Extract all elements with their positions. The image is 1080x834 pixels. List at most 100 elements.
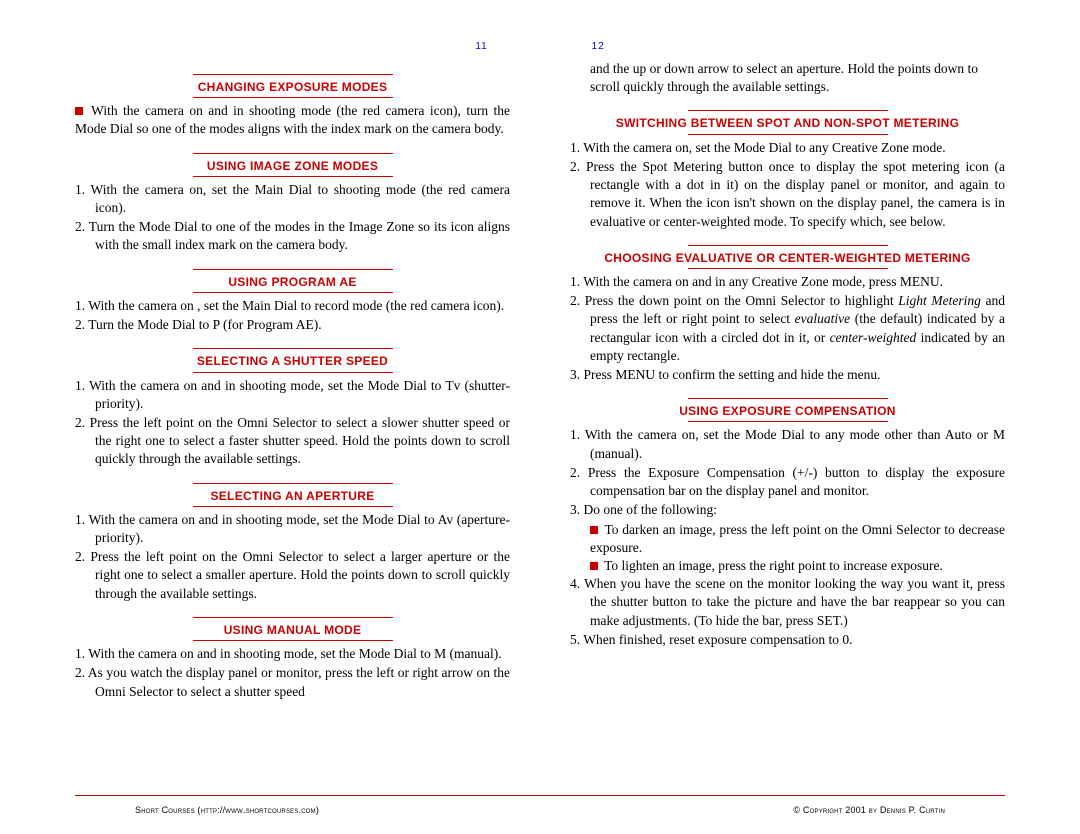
list-item: 2. Turn the Mode Dial to P (for Program … bbox=[75, 316, 510, 334]
list-item: 2. Press the left point on the Omni Sele… bbox=[75, 548, 510, 603]
section-heading: USING IMAGE ZONE MODES bbox=[75, 158, 510, 176]
sub-bullet: To darken an image, press the left point… bbox=[570, 521, 1005, 557]
list-item: 3. Press MENU to confirm the setting and… bbox=[570, 366, 1005, 384]
section-body: With the camera on and in shooting mode … bbox=[75, 102, 510, 138]
footer: Short Courses (http://www.shortcourses.c… bbox=[75, 795, 1005, 834]
list-number: 5. bbox=[570, 632, 583, 647]
list-number: 2. bbox=[570, 293, 585, 308]
list-item: 1. With the camera on, set the Main Dial… bbox=[75, 181, 510, 217]
red-bullet-icon bbox=[590, 562, 598, 570]
section: USING IMAGE ZONE MODES 1. With the camera… bbox=[75, 153, 510, 255]
list-item: 1. With the camera on and in shooting mo… bbox=[75, 511, 510, 547]
list-number: 1. bbox=[75, 646, 88, 661]
heading-rule-bottom bbox=[75, 640, 510, 641]
list-number: 2. bbox=[570, 159, 586, 174]
footer-rule bbox=[75, 795, 1005, 796]
list-item: 1. With the camera on, set the Mode Dial… bbox=[570, 426, 1005, 462]
heading-rule-bottom bbox=[75, 176, 510, 177]
section-body: 1. With the camera on and in shooting mo… bbox=[75, 511, 510, 603]
section: USING PROGRAM AE 1. With the camera on , … bbox=[75, 269, 510, 335]
section-body: 1. With the camera on and in any Creativ… bbox=[570, 273, 1005, 384]
list-number: 3. bbox=[570, 367, 584, 382]
section-heading: USING MANUAL MODE bbox=[75, 622, 510, 640]
list-item: 2. Press the Exposure Compensation (+/-)… bbox=[570, 464, 1005, 500]
list-number: 1. bbox=[570, 140, 583, 155]
list-item: 1. With the camera on and in any Creativ… bbox=[570, 273, 1005, 291]
page-numbers: 11 12 bbox=[75, 40, 1005, 54]
footer-left: Short Courses (http://www.shortcourses.c… bbox=[135, 804, 319, 816]
heading-rule-bottom bbox=[75, 97, 510, 98]
heading-rule-bottom bbox=[75, 506, 510, 507]
page-number-right: 12 bbox=[592, 40, 605, 54]
list-number: 1. bbox=[570, 274, 583, 289]
list-item: 2. Press the left point on the Omni Sele… bbox=[75, 414, 510, 469]
heading-rule-top bbox=[570, 110, 1005, 111]
red-bullet-icon bbox=[590, 526, 598, 534]
list-item: 2. Press the down point on the Omni Sele… bbox=[570, 292, 1005, 365]
sub-bullet: To lighten an image, press the right poi… bbox=[570, 557, 1005, 575]
list-number: 4. bbox=[570, 576, 584, 591]
list-item: 1. With the camera on , set the Main Dia… bbox=[75, 297, 510, 315]
section-heading: CHOOSING EVALUATIVE OR CENTER-WEIGHTED M… bbox=[570, 250, 1005, 268]
list-number: 3. bbox=[570, 502, 584, 517]
two-column-layout: 11 12 CHANGING EXPOSURE MODES With the c… bbox=[75, 42, 1005, 787]
heading-rule-top bbox=[75, 269, 510, 270]
list-item: 3. Do one of the following: bbox=[570, 501, 1005, 519]
section: SWITCHING BETWEEN SPOT AND NON-SPOT METE… bbox=[570, 110, 1005, 230]
section: CHOOSING EVALUATIVE OR CENTER-WEIGHTED M… bbox=[570, 245, 1005, 385]
heading-rule-top bbox=[75, 617, 510, 618]
section-heading: USING PROGRAM AE bbox=[75, 274, 510, 292]
list-number: 2. bbox=[75, 415, 90, 430]
list-item: 4. When you have the scene on the monito… bbox=[570, 575, 1005, 630]
section-body: 1. With the camera on , set the Main Dia… bbox=[75, 297, 510, 334]
section-body: 1. With the camera on and in shooting mo… bbox=[75, 377, 510, 469]
section-heading: SELECTING A SHUTTER SPEED bbox=[75, 353, 510, 371]
list-item: 2. Press the Spot Metering button once t… bbox=[570, 158, 1005, 231]
section-heading: USING EXPOSURE COMPENSATION bbox=[570, 403, 1005, 421]
red-bullet-icon bbox=[75, 107, 83, 115]
left-column: CHANGING EXPOSURE MODES With the camera … bbox=[75, 42, 510, 787]
section: USING EXPOSURE COMPENSATION 1. With the c… bbox=[570, 398, 1005, 649]
section: CHANGING EXPOSURE MODES With the camera … bbox=[75, 74, 510, 139]
section-heading: CHANGING EXPOSURE MODES bbox=[75, 79, 510, 97]
section-heading: SWITCHING BETWEEN SPOT AND NON-SPOT METE… bbox=[570, 115, 1005, 133]
list-item: 1. With the camera on, set the Mode Dial… bbox=[570, 139, 1005, 157]
heading-rule-bottom bbox=[75, 292, 510, 293]
heading-rule-top bbox=[75, 74, 510, 75]
list-number: 2. bbox=[75, 665, 88, 680]
heading-rule-bottom bbox=[75, 372, 510, 373]
list-number: 2. bbox=[75, 549, 90, 564]
list-item: 5. When finished, reset exposure compens… bbox=[570, 631, 1005, 649]
section-heading: SELECTING AN APERTURE bbox=[75, 488, 510, 506]
list-number: 2. bbox=[570, 465, 588, 480]
heading-rule-top bbox=[570, 245, 1005, 246]
section-body: 1. With the camera on and in shooting mo… bbox=[75, 645, 510, 701]
heading-rule-top bbox=[75, 483, 510, 484]
heading-rule-top bbox=[75, 348, 510, 349]
section: SELECTING A SHUTTER SPEED 1. With the cam… bbox=[75, 348, 510, 468]
page-number-left: 11 bbox=[475, 40, 487, 54]
list-item: 2. Turn the Mode Dial to one of the mode… bbox=[75, 218, 510, 254]
list-item: 1. With the camera on and in shooting mo… bbox=[75, 645, 510, 663]
heading-rule-top bbox=[75, 153, 510, 154]
heading-rule-bottom bbox=[570, 421, 1005, 422]
list-number: 1. bbox=[75, 298, 88, 313]
list-number: 2. bbox=[75, 317, 88, 332]
section-body: 1. With the camera on, set the Main Dial… bbox=[75, 181, 510, 255]
list-item: 2. As you watch the display panel or mon… bbox=[75, 664, 510, 700]
footer-right: © Copyright 2001 by Dennis P. Curtin bbox=[793, 804, 945, 816]
section: SELECTING AN APERTURE 1. With the camera … bbox=[75, 483, 510, 603]
section-body: 1. With the camera on, set the Mode Dial… bbox=[570, 426, 1005, 649]
right-column: and the up or down arrow to select an ap… bbox=[570, 42, 1005, 787]
paragraph: With the camera on and in shooting mode … bbox=[75, 102, 510, 138]
continuation-text: and the up or down arrow to select an ap… bbox=[570, 60, 1005, 96]
heading-rule-bottom bbox=[570, 268, 1005, 269]
list-number: 2. bbox=[75, 219, 89, 234]
list-number: 1. bbox=[75, 182, 91, 197]
heading-rule-top bbox=[570, 398, 1005, 399]
list-number: 1. bbox=[570, 427, 585, 442]
section-body: 1. With the camera on, set the Mode Dial… bbox=[570, 139, 1005, 231]
list-item: 1. With the camera on and in shooting mo… bbox=[75, 377, 510, 413]
list-number: 1. bbox=[75, 378, 89, 393]
list-number: 1. bbox=[75, 512, 89, 527]
